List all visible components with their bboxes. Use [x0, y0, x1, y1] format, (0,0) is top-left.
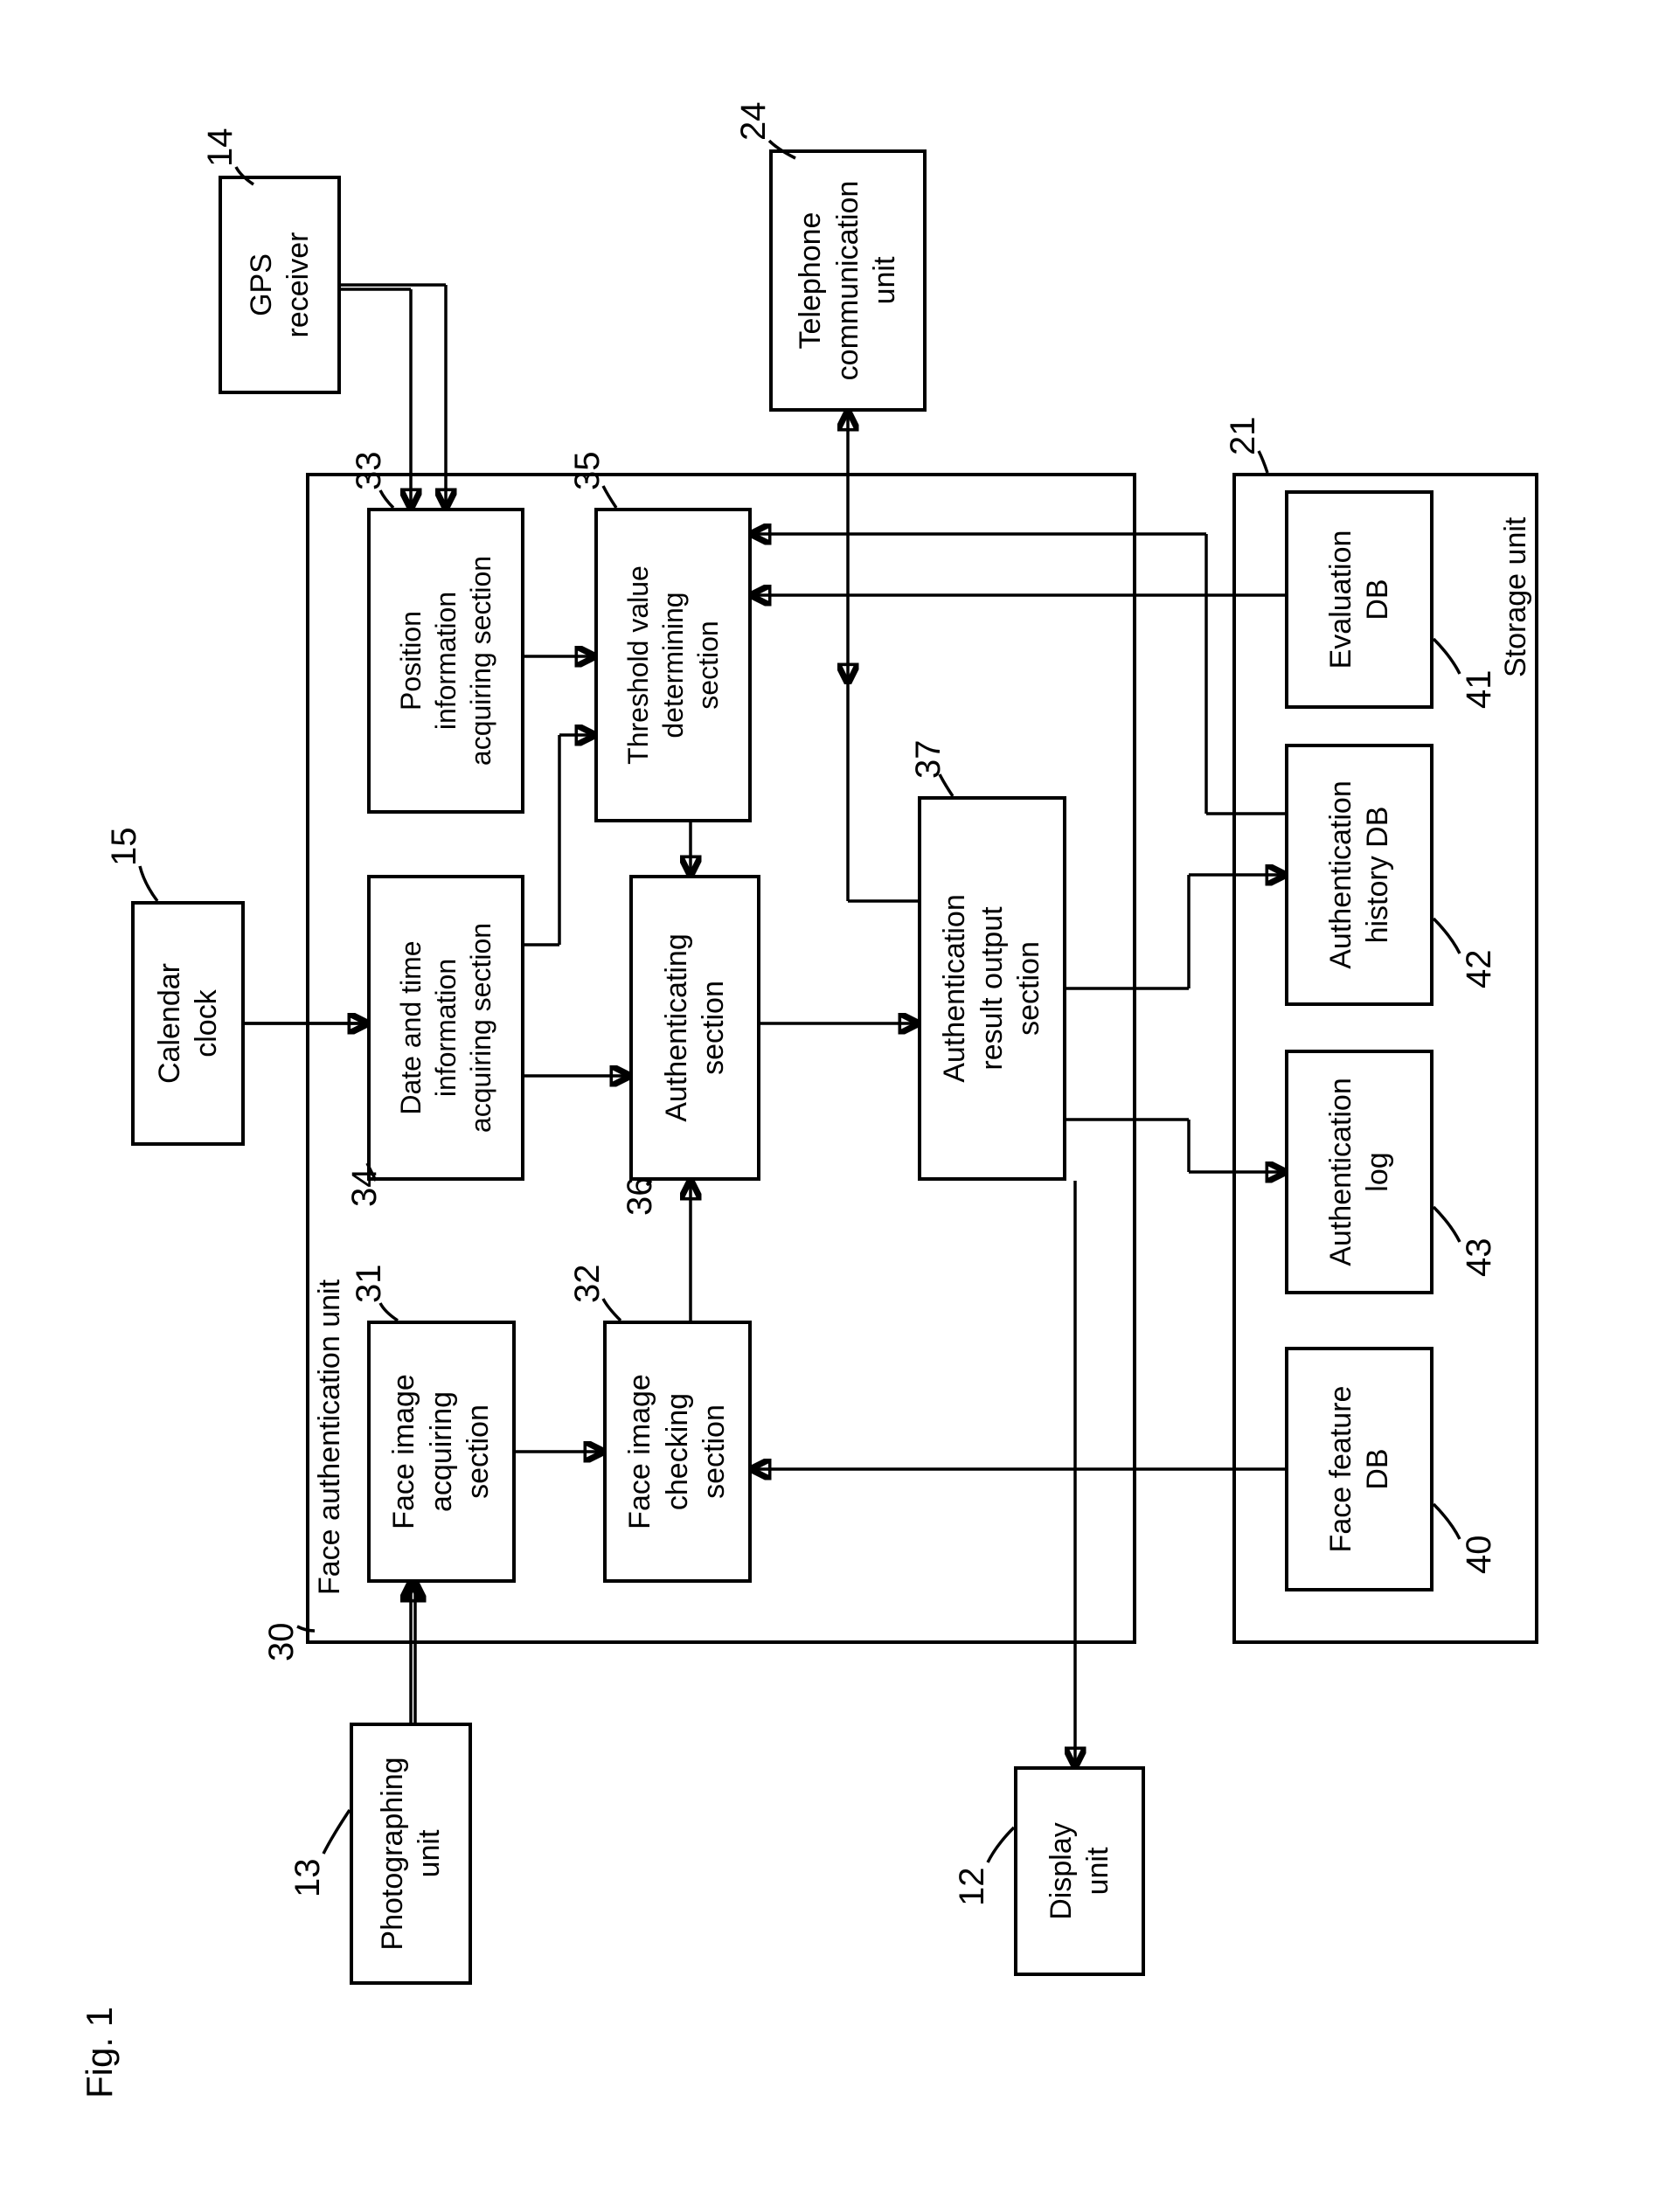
ref-auth-log: 43: [1460, 1238, 1499, 1278]
node-position-acq: Positioninformationacquiring section: [367, 508, 524, 814]
node-evaluation-db: EvaluationDB: [1285, 490, 1434, 709]
ref-face-img-acq: 31: [350, 1265, 389, 1304]
node-label: Authenticationhistory DB: [1322, 780, 1397, 969]
node-label: Photographingunit: [374, 1757, 448, 1950]
node-gps-receiver: GPSreceiver: [219, 176, 341, 394]
ref-display-unit: 12: [953, 1868, 992, 1907]
ref-position-acq: 33: [350, 452, 389, 491]
ref-evaluation-db: 41: [1460, 670, 1499, 710]
ref-face-img-chk: 32: [568, 1265, 607, 1304]
node-auth-log: Authenticationlog: [1285, 1050, 1434, 1294]
node-auth-result-out: Authenticationresult outputsection: [918, 796, 1066, 1181]
ref-photographing: 13: [288, 1859, 328, 1898]
node-face-img-chk: Face imagecheckingsection: [603, 1321, 752, 1583]
node-label: Face featureDB: [1322, 1386, 1397, 1553]
ref-threshold-det: 35: [568, 452, 607, 491]
node-photographing: Photographingunit: [350, 1723, 472, 1985]
node-label: Displayunit: [1043, 1822, 1117, 1919]
node-label: GPSreceiver: [243, 232, 317, 338]
ref-face-auth-unit: 30: [262, 1623, 302, 1662]
ref-face-feature-db: 40: [1460, 1536, 1499, 1575]
node-telephone-comm: Telephonecommunicationunit: [769, 149, 927, 412]
node-label: Face imagecheckingsection: [621, 1374, 733, 1529]
node-date-time-acq: Date and timeinformationacquiring sectio…: [367, 875, 524, 1181]
ref-date-time-acq: 34: [345, 1168, 385, 1208]
node-label: Authenticationresult outputsection: [936, 894, 1048, 1083]
node-face-img-acq: Face imageacquiringsection: [367, 1321, 516, 1583]
ref-authenticating: 36: [621, 1177, 660, 1217]
ref-gps-receiver: 14: [201, 128, 240, 168]
node-threshold-det: Threshold valuedeterminingsection: [594, 508, 752, 822]
diagram-canvas: Fig. 1 Photographingunit 13 Calendarcloc…: [0, 0, 1680, 2212]
ref-telephone-comm: 24: [734, 102, 774, 142]
unit-storage-label: Storage unit: [1499, 512, 1533, 683]
ref-calendar-clock: 15: [105, 828, 144, 867]
node-label: Date and timeinformationacquiring sectio…: [393, 923, 498, 1133]
ref-storage-unit: 21: [1224, 417, 1263, 456]
figure-label: Fig. 1: [79, 2007, 121, 2098]
ref-auth-result-out: 37: [909, 740, 948, 780]
node-label: Authenticationlog: [1322, 1078, 1397, 1266]
node-label: Face imageacquiringsection: [385, 1374, 497, 1529]
node-label: Threshold valuedeterminingsection: [621, 565, 725, 765]
node-calendar-clock: Calendarclock: [131, 901, 245, 1146]
node-label: EvaluationDB: [1322, 530, 1397, 669]
node-display-unit: Displayunit: [1014, 1766, 1145, 1976]
unit-face-auth-label: Face authentication unit: [313, 1274, 347, 1600]
node-label: Telephonecommunicationunit: [792, 181, 904, 381]
node-label: Authenticatingsection: [658, 933, 732, 1122]
node-face-feature-db: Face featureDB: [1285, 1347, 1434, 1591]
node-auth-history-db: Authenticationhistory DB: [1285, 744, 1434, 1006]
node-label: Calendarclock: [151, 963, 226, 1084]
node-authenticating: Authenticatingsection: [629, 875, 760, 1181]
ref-auth-history-db: 42: [1460, 950, 1499, 989]
node-label: Positioninformationacquiring section: [393, 556, 498, 766]
